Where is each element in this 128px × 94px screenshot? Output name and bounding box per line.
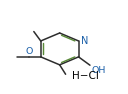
Text: H−Cl: H−Cl xyxy=(72,71,99,81)
Text: O: O xyxy=(25,47,33,56)
Text: N: N xyxy=(81,36,88,46)
Text: OH: OH xyxy=(91,66,105,75)
